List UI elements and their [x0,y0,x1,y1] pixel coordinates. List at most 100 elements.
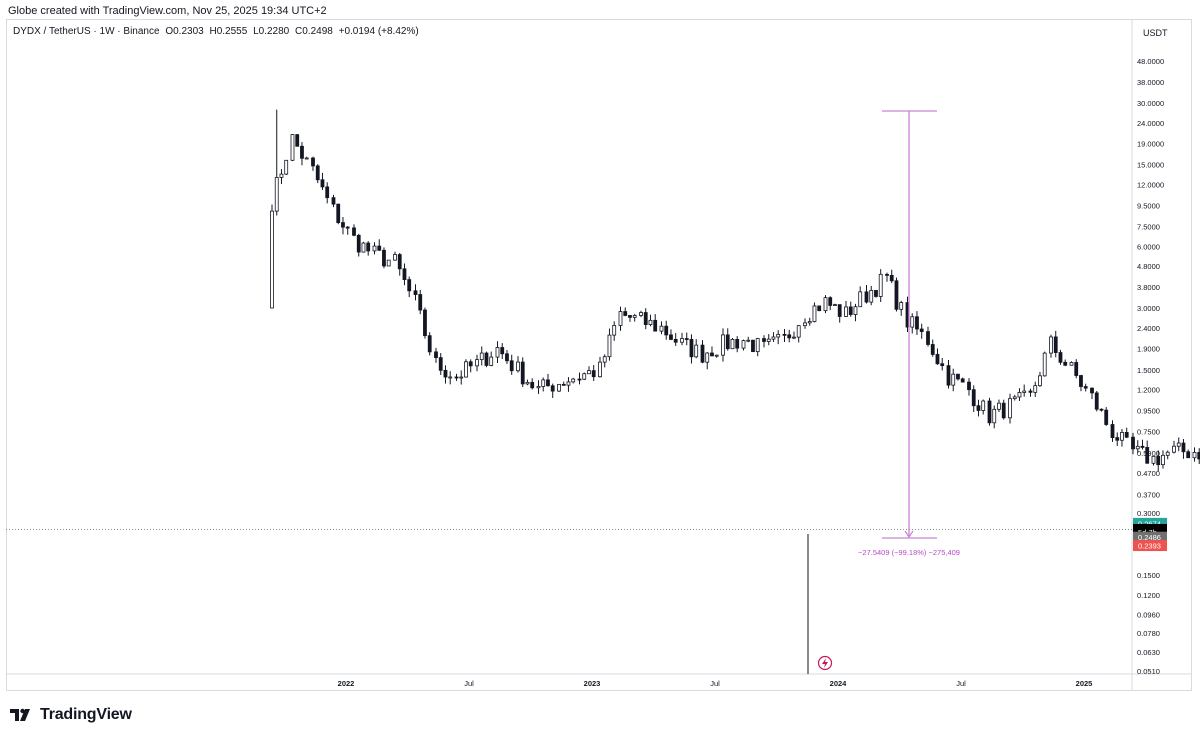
candle-body [751,339,755,353]
candle-body [402,268,407,281]
candle-body [546,379,550,387]
price-tick-label: 7.5000 [1137,222,1160,231]
candle-body [393,254,397,261]
candle-body [475,359,479,367]
price-tick-label: 3.8000 [1137,283,1160,292]
tradingview-logo-icon [10,708,30,721]
tradingview-wordmark: TradingView [40,706,132,723]
candle-body [468,361,473,367]
tradingview-logo[interactable]: TradingView [10,706,132,724]
candle-body [1074,362,1079,376]
candle-body [976,405,981,411]
candle-body [1028,390,1033,393]
candle-body [926,331,930,345]
candle-body [771,336,776,340]
candle-body [746,339,751,342]
candle-body [628,315,632,318]
candle-body [792,336,796,339]
candle-body [1083,386,1088,389]
candle-body [295,134,300,147]
change-value: +0.0194 (+8.42%) [338,26,419,37]
candle-body [454,376,459,379]
price-tick-label: 15.0000 [1137,161,1164,170]
symbol-name[interactable]: DYDX / TetherUS · 1W · Binance [13,26,160,37]
price-label-box [1133,531,1167,543]
candle-body [673,338,678,343]
candle-body [1094,392,1099,410]
candle-body [566,381,571,386]
candle-body [940,363,945,367]
candle-body [755,338,760,353]
candle-body [427,335,432,353]
price-tick-label: 2.4000 [1137,324,1160,333]
candle-body [787,334,792,339]
candle-body [577,378,582,381]
price-axis[interactable]: 48.0000 38.0000 30.0000 24.0000 19.0000 15.00… [1137,57,1164,676]
price-label-box [1133,517,1167,529]
candle-body [516,361,520,372]
symbol-legend: DYDX / TetherUS · 1W · Binance O0.2303 H… [13,26,422,37]
candle-body [971,389,976,407]
candle-body [930,344,935,355]
candle-body [885,273,889,276]
candle-body [956,373,960,380]
time-tick-label: 2023 [584,679,601,688]
candle-body [520,361,525,385]
price-tick-label: 24.0000 [1137,119,1164,128]
candle-body [438,357,443,371]
price-tick-label: 6.0000 [1137,242,1160,251]
candle-body [653,319,658,332]
candle-body [1104,409,1109,425]
price-tick-label: 0.1200 [1137,591,1160,600]
price-tick-label: 0.0780 [1137,629,1160,638]
candle-body [530,381,535,389]
candle-body [639,312,643,316]
candle-body [489,356,494,366]
candle-body [377,245,382,251]
price-range-measure[interactable]: −27.5409 (−99.18%) −275,409 [858,110,960,557]
candle-body [869,290,874,303]
candle-body [705,352,710,363]
price-tick-label: 0.0510 [1137,667,1160,676]
candle-body [500,347,505,355]
candle-body [366,242,371,252]
candle-body [848,306,853,315]
chart-credit: Globe created with TradingView.com, Nov … [8,5,327,17]
candle-body [1161,454,1165,466]
candle-body [618,311,623,326]
candle-body [700,344,705,363]
measure-arrow-icon [904,530,914,539]
candle-body [776,333,781,338]
measure-label: −27.5409 (−99.18%) −275,409 [858,548,960,557]
candle-body [1099,408,1104,411]
candle-body [331,197,336,205]
candle-body [270,210,274,309]
currency-label: USDT [1143,28,1168,38]
close-value: C0.2498 [295,26,333,37]
time-axis[interactable]: 2022Jul2023Jul2024Jul2025Jul2026Jul2027J… [338,679,1200,688]
candle-body [484,352,489,366]
candle-body [397,254,402,270]
candle-body [889,274,894,282]
candle-body [1165,451,1170,456]
candle-body [607,334,612,358]
candle-body [413,290,418,295]
candle-body [946,365,951,386]
candle-body [1090,387,1094,394]
candle-body [864,291,869,303]
candle-body [341,222,345,228]
price-tick-label: 48.0000 [1137,57,1164,66]
candle-body [844,306,848,317]
candle-body [1151,455,1156,464]
candle-body [557,383,561,392]
lightning-icon[interactable] [817,655,833,671]
candle-body [284,159,289,175]
candle-body [1001,402,1006,419]
candle-body [1135,445,1140,450]
price-label-box [1133,540,1167,552]
candle-body [1033,385,1038,393]
candle-body [1053,336,1058,353]
candle-body [361,242,366,253]
candle-body [721,334,725,356]
